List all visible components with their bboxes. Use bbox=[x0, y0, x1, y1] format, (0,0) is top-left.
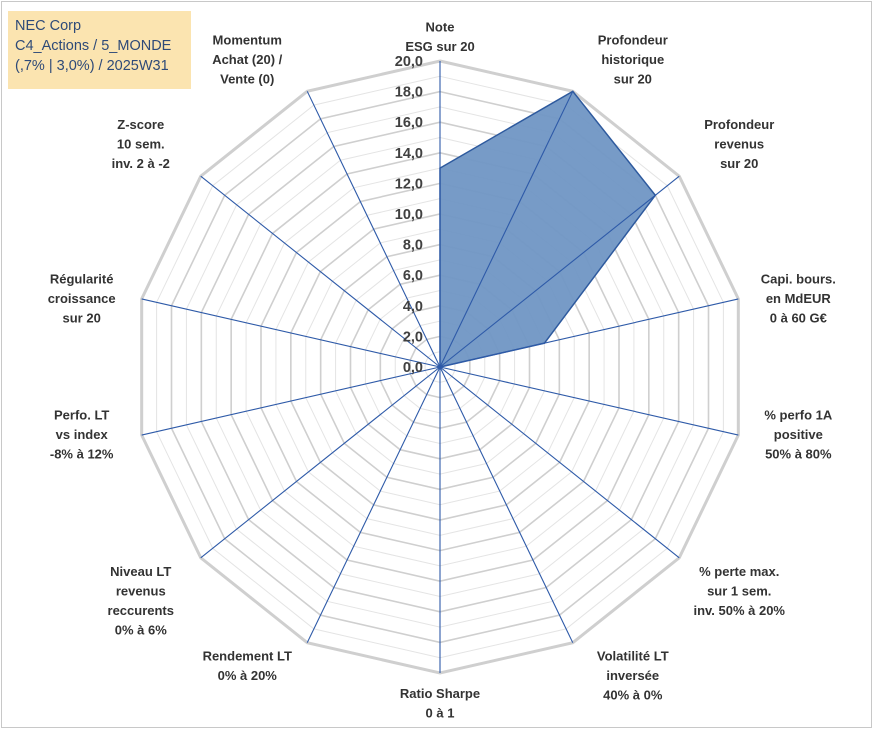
axis-spoke bbox=[439, 175, 680, 368]
tick-label: 14,0 bbox=[395, 146, 423, 162]
axis-label-line: Perfo. LT bbox=[54, 408, 109, 423]
axis-label: % perte max. sur 1 sem. inv. 50% à 20% bbox=[693, 564, 785, 618]
axis-label-line: Ratio Sharpe bbox=[400, 686, 480, 701]
axis-label-line: Achat (20) / bbox=[212, 52, 282, 67]
axis-label-line: en MdEUR bbox=[766, 291, 832, 306]
axis-spoke bbox=[439, 298, 739, 368]
axis-label: Ratio Sharpe 0 à 1 bbox=[400, 686, 480, 721]
axis-label: Profondeur historique sur 20 bbox=[598, 32, 668, 86]
tick-label: 10,0 bbox=[395, 207, 423, 223]
axis-label-line: inversée bbox=[606, 668, 659, 683]
axis-label: Note ESG sur 20 bbox=[405, 20, 474, 55]
tick-label: 6,0 bbox=[403, 268, 423, 284]
axis-label: Rendement LT 0% à 20% bbox=[203, 649, 292, 684]
radar-spokes bbox=[141, 61, 739, 673]
axis-label-line: sur 20 bbox=[720, 156, 758, 171]
axis-label-line: Volatilité LT bbox=[597, 649, 669, 664]
tick-label: 12,0 bbox=[395, 176, 423, 192]
axis-label-line: sur 20 bbox=[614, 71, 652, 86]
axis-spoke bbox=[141, 366, 441, 436]
axis-label-line: 0% à 6% bbox=[115, 622, 167, 637]
axis-label: Momentum Achat (20) / Vente (0) bbox=[212, 32, 282, 86]
axis-label-line: Vente (0) bbox=[220, 71, 274, 86]
axis-label-line: Régularité bbox=[50, 271, 114, 286]
axis-label-line: sur 1 sem. bbox=[707, 583, 771, 598]
tick-label: 4,0 bbox=[403, 299, 423, 315]
tick-label: 20,0 bbox=[395, 54, 423, 70]
axis-label-line: sur 20 bbox=[63, 310, 101, 325]
axis-label-line: 50% à 80% bbox=[765, 447, 832, 462]
axis-label-line: 0 à 1 bbox=[426, 706, 455, 721]
axis-spoke bbox=[306, 366, 441, 643]
title-line-company: NEC Corp bbox=[15, 18, 82, 34]
axis-label-line: vs index bbox=[56, 427, 109, 442]
axis-label-line: reccurents bbox=[108, 603, 174, 618]
axis-label-line: % perfo 1A bbox=[764, 408, 833, 423]
axis-label-line: Capi. bours. bbox=[761, 271, 836, 286]
axis-spoke bbox=[439, 366, 739, 436]
chart-title-box: NEC Corp C4_Actions / 5_MONDE (,7% | 3,0… bbox=[8, 11, 191, 89]
radar-axis-labels: Note ESG sur 20 Profondeur historique sur 20… bbox=[48, 20, 836, 721]
tick-label: 2,0 bbox=[403, 329, 423, 345]
axis-label-line: inv. 2 à -2 bbox=[112, 156, 170, 171]
axis-label: % perfo 1A positive 50% à 80% bbox=[764, 408, 833, 462]
tick-label: 8,0 bbox=[403, 238, 423, 254]
tick-label: 0,0 bbox=[403, 360, 423, 376]
axis-spoke bbox=[200, 175, 441, 368]
axis-label-line: croissance bbox=[48, 291, 116, 306]
tick-label: 18,0 bbox=[395, 85, 423, 101]
axis-label-line: Rendement LT bbox=[203, 649, 292, 664]
axis-label-line: historique bbox=[601, 52, 664, 67]
axis-label-line: 40% à 0% bbox=[603, 688, 663, 703]
radar-tick-labels: 0,0 2,0 4,0 6,0 8,0 10,0 12,0 14,0 16,0 18,0 20,0 bbox=[395, 54, 423, 376]
axis-spoke bbox=[439, 366, 574, 643]
title-line-stats: (,7% | 3,0%) / 2025W31 bbox=[15, 58, 169, 74]
axis-label-line: 0 à 60 G€ bbox=[770, 310, 827, 325]
axis-spoke bbox=[200, 366, 441, 559]
axis-label-line: -8% à 12% bbox=[50, 447, 114, 462]
axis-label: Volatilité LT inversée 40% à 0% bbox=[597, 649, 669, 703]
axis-label-line: inv. 50% à 20% bbox=[693, 603, 785, 618]
axis-label-line: revenus bbox=[116, 583, 166, 598]
axis-spoke bbox=[439, 91, 574, 368]
axis-spoke bbox=[306, 91, 441, 368]
axis-label-line: Niveau LT bbox=[110, 564, 171, 579]
axis-label-line: Z-score bbox=[117, 117, 164, 132]
axis-label: Niveau LT revenus reccurents 0% à 6% bbox=[108, 564, 174, 638]
axis-label: Z-score 10 sem. inv. 2 à -2 bbox=[112, 117, 170, 171]
axis-label-line: revenus bbox=[714, 137, 764, 152]
axis-label-line: ESG sur 20 bbox=[405, 39, 474, 54]
tick-label: 16,0 bbox=[395, 115, 423, 131]
axis-label-line: Profondeur bbox=[598, 32, 668, 47]
axis-label: Régularité croissance sur 20 bbox=[48, 271, 116, 325]
axis-label: Capi. bours. en MdEUR 0 à 60 G€ bbox=[761, 271, 836, 325]
axis-label-line: Note bbox=[426, 20, 455, 35]
axis-spoke bbox=[141, 298, 441, 368]
axis-label-line: % perte max. bbox=[699, 564, 779, 579]
axis-label: Profondeur revenus sur 20 bbox=[704, 117, 774, 171]
axis-label-line: Momentum bbox=[213, 32, 282, 47]
axis-label-line: positive bbox=[774, 427, 823, 442]
axis-spoke bbox=[439, 366, 680, 559]
axis-label-line: Profondeur bbox=[704, 117, 774, 132]
title-line-category: C4_Actions / 5_MONDE bbox=[15, 38, 172, 54]
axis-label: Perfo. LT vs index -8% à 12% bbox=[50, 408, 114, 462]
axis-label-line: 0% à 20% bbox=[218, 668, 278, 683]
axis-label-line: 10 sem. bbox=[117, 137, 165, 152]
